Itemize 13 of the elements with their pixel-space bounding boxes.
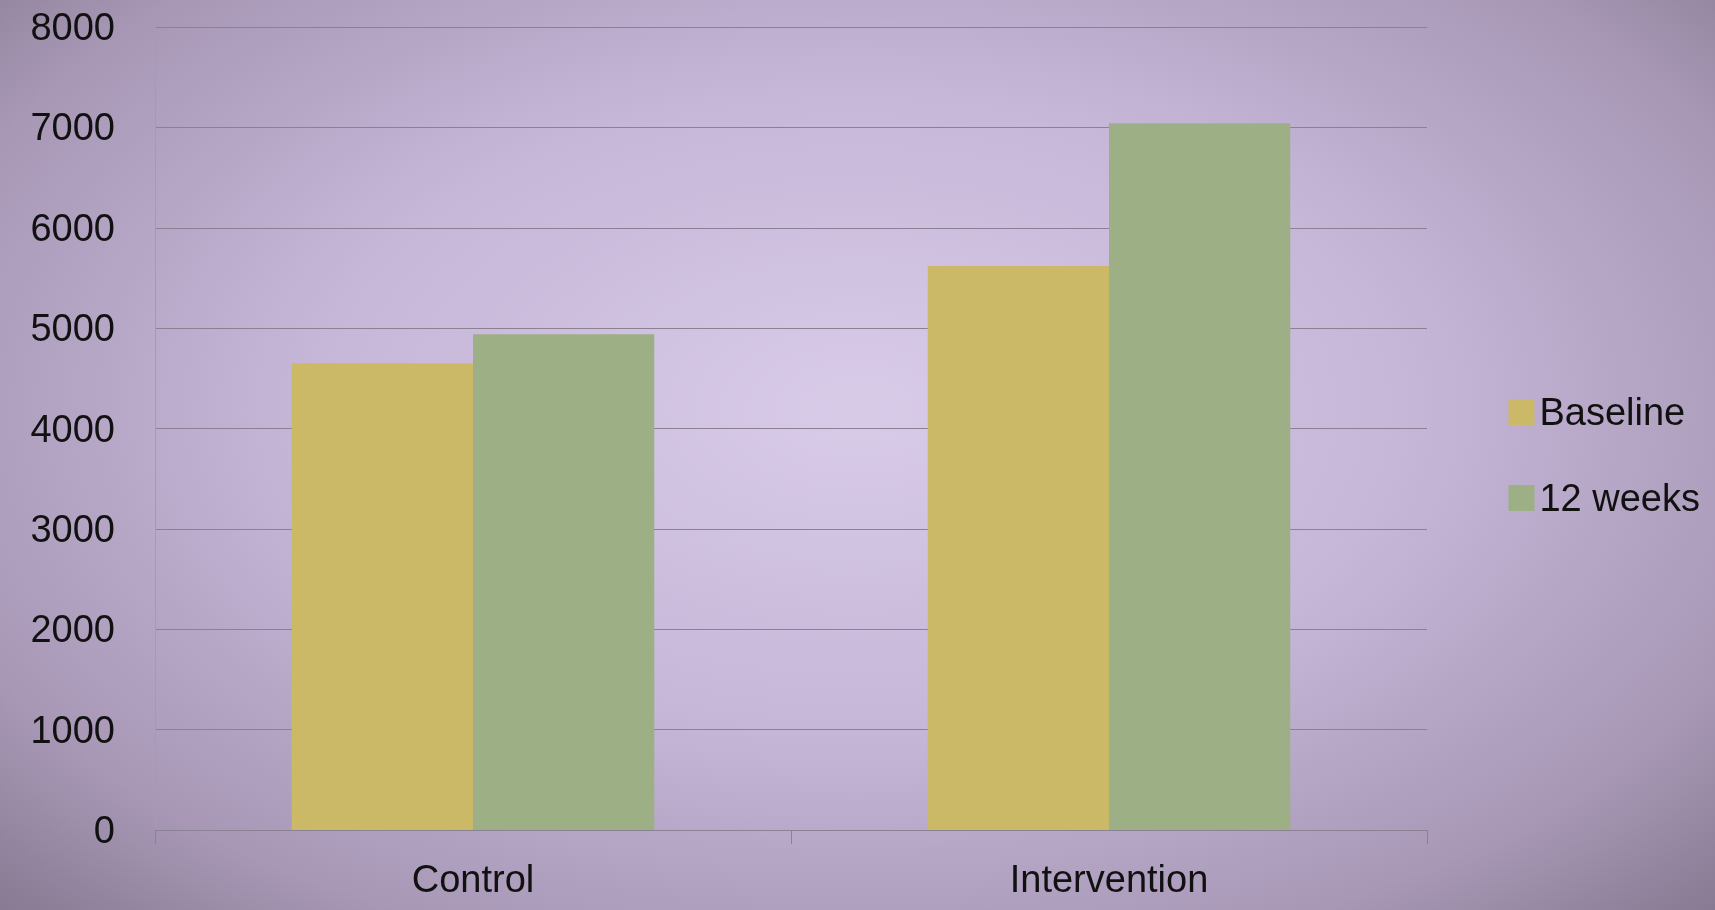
y-tick-label: 6000	[30, 206, 115, 249]
y-tick-label: 3000	[30, 507, 115, 550]
x-tick-label: Intervention	[1009, 858, 1209, 900]
legend-label: Baseline	[1539, 391, 1686, 433]
legend-label: 12 weeks	[1539, 477, 1701, 519]
y-tick-label: 1000	[30, 708, 115, 751]
y-tick-label: 7000	[30, 106, 115, 149]
y-tick-label: 5000	[30, 307, 115, 350]
y-tick-label: 2000	[30, 608, 115, 651]
y-tick-label: 0	[93, 809, 115, 851]
y-tick-label: 4000	[30, 407, 115, 450]
y-tick-label: 8000	[30, 6, 115, 48]
x-tick-label: Control	[411, 858, 535, 900]
